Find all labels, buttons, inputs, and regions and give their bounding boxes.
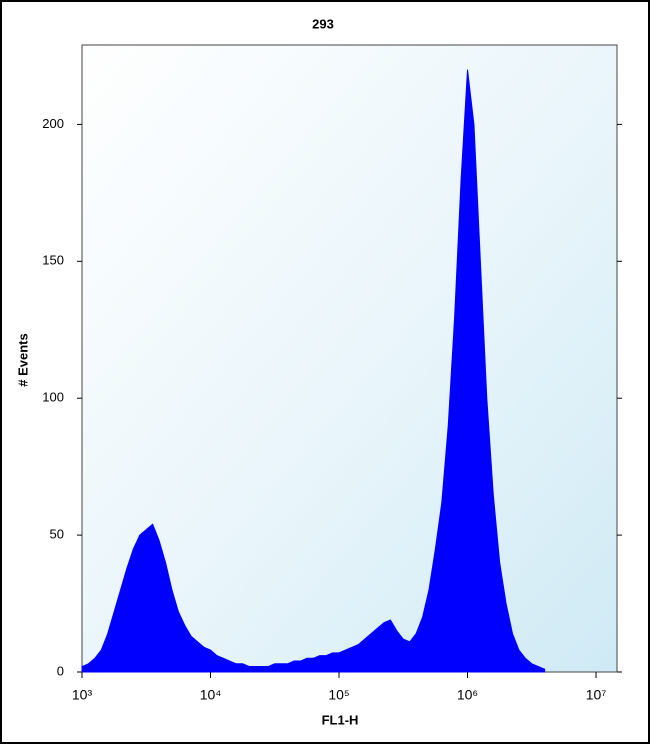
x-tick-label: 10⁶ [457,687,478,703]
x-tick-label: 10³ [72,687,93,703]
plot-area [81,44,618,673]
x-tick-label: 10⁴ [200,687,222,703]
histogram-area [81,69,546,673]
y-axis-label: # Events [15,333,30,386]
y-tick-label: 150 [42,253,64,268]
chart-title: 293 [312,16,334,31]
y-tick-label: 50 [50,527,64,542]
x-axis-label: FL1-H [322,712,359,727]
y-tick-label: 200 [42,116,64,131]
x-tick-label: 10⁷ [586,687,607,703]
x-tick-label: 10⁵ [328,687,349,703]
y-tick-label: 0 [57,663,64,678]
y-tick-label: 100 [42,390,64,405]
